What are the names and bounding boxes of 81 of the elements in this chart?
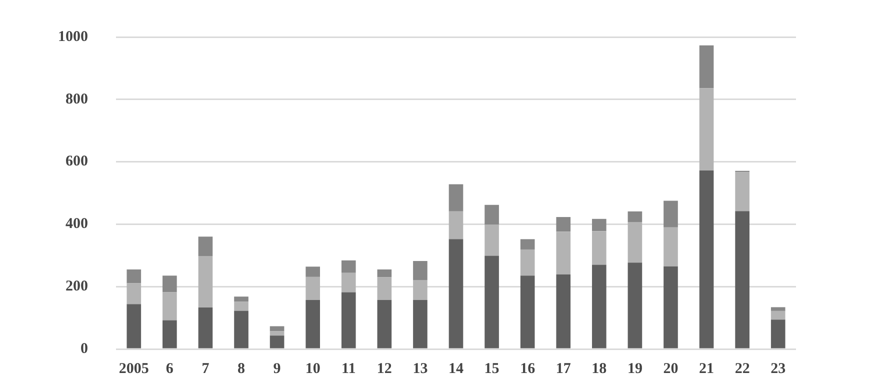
y-tick-label: 0 [80, 340, 88, 357]
bar [735, 172, 750, 212]
x-tick-label: 2005 [118, 360, 149, 377]
bar [448, 239, 464, 348]
x-tick-label: 13 [412, 360, 428, 377]
bar [592, 218, 606, 232]
bar [770, 307, 786, 311]
bar [162, 292, 177, 320]
bar [556, 274, 571, 348]
bar [592, 264, 606, 348]
bar [664, 200, 678, 228]
bar [126, 304, 142, 348]
x-tick-label: 17 [556, 360, 572, 377]
x-tick-label: 12 [376, 360, 392, 377]
y-tick-label: 600 [66, 154, 88, 170]
bar [198, 236, 213, 256]
x-tick-label: 6 [166, 360, 174, 377]
x-tick-label: 22 [734, 360, 750, 377]
bar [377, 269, 392, 278]
bar [520, 239, 535, 250]
x-tick-label: 11 [342, 360, 356, 377]
bar [413, 261, 428, 280]
bar [556, 217, 571, 232]
bar [520, 276, 535, 348]
bar [735, 211, 750, 348]
bar [484, 204, 499, 225]
bar [770, 310, 786, 320]
bar [270, 326, 284, 332]
bar [520, 249, 535, 276]
bar [699, 170, 714, 348]
bar [628, 211, 642, 222]
x-tick-label: 7 [202, 360, 210, 377]
bar [341, 292, 356, 348]
bar [628, 262, 642, 348]
x-tick-label: 8 [238, 360, 246, 377]
bar [234, 296, 248, 302]
bar [126, 283, 142, 304]
bar [377, 277, 392, 300]
y-tick-label: 400 [66, 216, 88, 232]
bar [234, 302, 248, 311]
x-tick-label: 9 [273, 360, 281, 377]
bar [341, 260, 356, 273]
bar [306, 266, 320, 277]
bar [592, 231, 606, 265]
bar [234, 310, 248, 348]
x-tick-label: 20 [663, 360, 678, 377]
bar [270, 336, 284, 348]
x-tick-label: 16 [520, 360, 536, 377]
x-tick-label: 23 [770, 360, 786, 377]
y-tick-label: 200 [66, 278, 88, 294]
bar [413, 300, 428, 348]
bar [198, 256, 213, 308]
bar [448, 184, 464, 212]
bar [126, 269, 142, 284]
y-tick-label: 800 [66, 91, 88, 108]
bar [270, 331, 284, 336]
x-tick-label: 10 [305, 360, 320, 377]
bar [699, 45, 714, 88]
bar [306, 276, 320, 300]
y-tick-label: 1000 [58, 28, 88, 45]
bar [699, 88, 714, 171]
bar [448, 211, 464, 240]
bar [484, 256, 499, 348]
bar [484, 224, 499, 256]
bar [341, 272, 356, 292]
bar [628, 222, 642, 263]
bar [198, 308, 213, 348]
bar [413, 280, 428, 300]
x-tick-label: 14 [448, 360, 464, 377]
bar [306, 300, 320, 348]
bar [162, 320, 177, 348]
bar [556, 232, 571, 274]
bar [162, 276, 177, 292]
bar [770, 320, 786, 348]
bar [664, 227, 678, 266]
bar [664, 266, 678, 348]
x-tick-label: 18 [592, 360, 607, 377]
x-tick-label: 21 [699, 360, 714, 377]
x-tick-label: 15 [484, 360, 500, 377]
bar [377, 300, 392, 348]
x-tick-label: 19 [627, 360, 642, 377]
